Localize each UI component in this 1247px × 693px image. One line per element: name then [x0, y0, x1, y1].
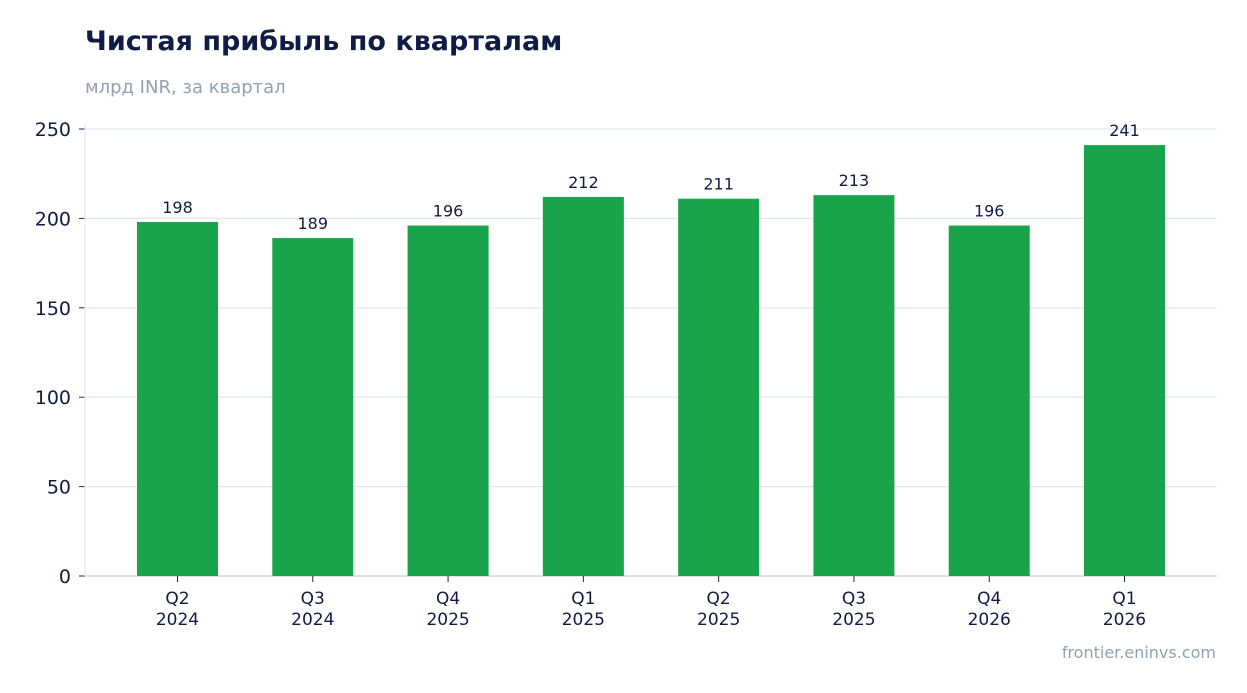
y-tick-label: 150 [35, 298, 71, 320]
y-tick-label: 0 [59, 566, 71, 588]
bar-value-label: 196 [974, 202, 1005, 221]
x-tick-label-quarter: Q1 [1112, 589, 1136, 609]
bar [272, 238, 354, 576]
x-tick-label-year: 2024 [291, 610, 334, 630]
chart-title: Чистая прибыль по кварталам [85, 26, 563, 57]
bar-value-label: 198 [162, 198, 193, 217]
bar [1084, 145, 1165, 577]
bar-value-label: 212 [568, 173, 599, 192]
bar-value-label: 196 [433, 202, 464, 221]
y-tick-label: 250 [35, 119, 71, 141]
x-tick-label-year: 2025 [426, 610, 469, 630]
chart-subtitle: млрд INR, за квартал [85, 77, 286, 98]
x-tick-label-year: 2025 [832, 610, 875, 630]
source-credit: frontier.eninvs.com [1061, 643, 1216, 662]
bar-value-label: 241 [1109, 121, 1140, 140]
x-tick-label-year: 2024 [156, 610, 199, 630]
x-tick-label-year: 2025 [562, 610, 605, 630]
bar-value-label: 213 [839, 171, 870, 190]
x-tick-label-quarter: Q2 [707, 589, 731, 609]
x-tick-label-quarter: Q2 [165, 589, 189, 609]
x-tick-label-year: 2026 [1103, 610, 1146, 630]
x-tick-label-quarter: Q1 [571, 589, 595, 609]
y-tick-label: 50 [47, 477, 71, 499]
bar [407, 225, 489, 576]
bar-value-label: 189 [298, 214, 329, 233]
y-tick-label: 200 [35, 208, 71, 230]
x-tick-label-quarter: Q3 [301, 589, 325, 609]
x-tick-label-quarter: Q4 [977, 589, 1001, 609]
x-tick-label-year: 2026 [968, 610, 1011, 630]
bar [678, 198, 760, 576]
bar [137, 221, 218, 576]
x-tick-label-quarter: Q3 [842, 589, 866, 609]
x-tick-label-year: 2025 [697, 610, 740, 630]
bar [948, 225, 1030, 576]
y-tick-label: 100 [35, 387, 71, 409]
bar [542, 196, 624, 576]
x-tick-label-quarter: Q4 [436, 589, 460, 609]
bar-value-label: 211 [703, 175, 734, 194]
bar [813, 195, 895, 576]
